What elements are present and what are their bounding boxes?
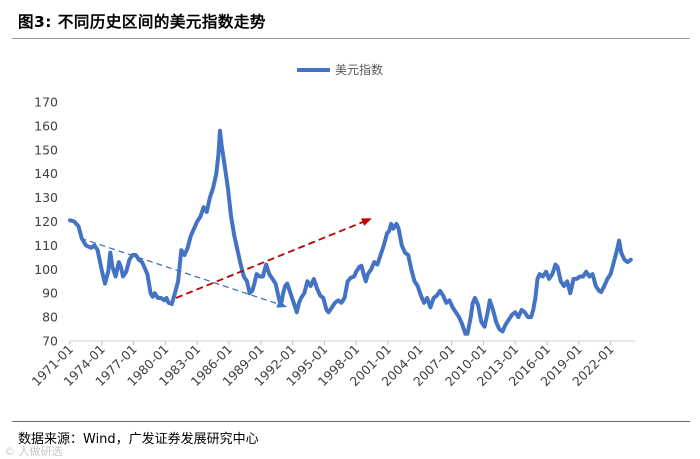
watermark: © 人做研选 [4, 445, 63, 458]
y-tick-label: 90 [42, 286, 58, 301]
y-tick-label: 70 [42, 334, 58, 349]
y-tick-label: 100 [34, 262, 58, 277]
downtrend-arrow [80, 237, 288, 308]
series-line-dollar-index [68, 128, 633, 336]
y-tick-label: 130 [34, 190, 58, 205]
y-tick-label: 150 [34, 142, 58, 157]
figure-title: 图3: 不同历史区间的美元指数走势 [18, 13, 266, 31]
y-tick-label: 170 [34, 95, 58, 110]
y-tick-label: 160 [34, 118, 58, 133]
chart-legend: 美元指数 [297, 62, 383, 77]
y-tick-label: 80 [42, 310, 58, 325]
title-divider [12, 38, 690, 39]
x-axis: 1971-011974-011977-011980-011983-011986-… [29, 340, 635, 389]
y-tick-label: 110 [34, 238, 58, 253]
y-tick-label: 140 [34, 166, 58, 181]
series-group [68, 128, 633, 336]
footer-divider [12, 421, 690, 422]
legend-label: 美元指数 [335, 62, 383, 77]
y-tick-label: 120 [34, 214, 58, 229]
trend-arrows [80, 218, 372, 308]
uptrend-arrow [175, 218, 372, 299]
y-axis: 70 80 90 100 110 120 130 140 150 160 170 [34, 95, 58, 349]
source-note: 数据来源：Wind，广发证券发展研究中心 [18, 432, 259, 447]
